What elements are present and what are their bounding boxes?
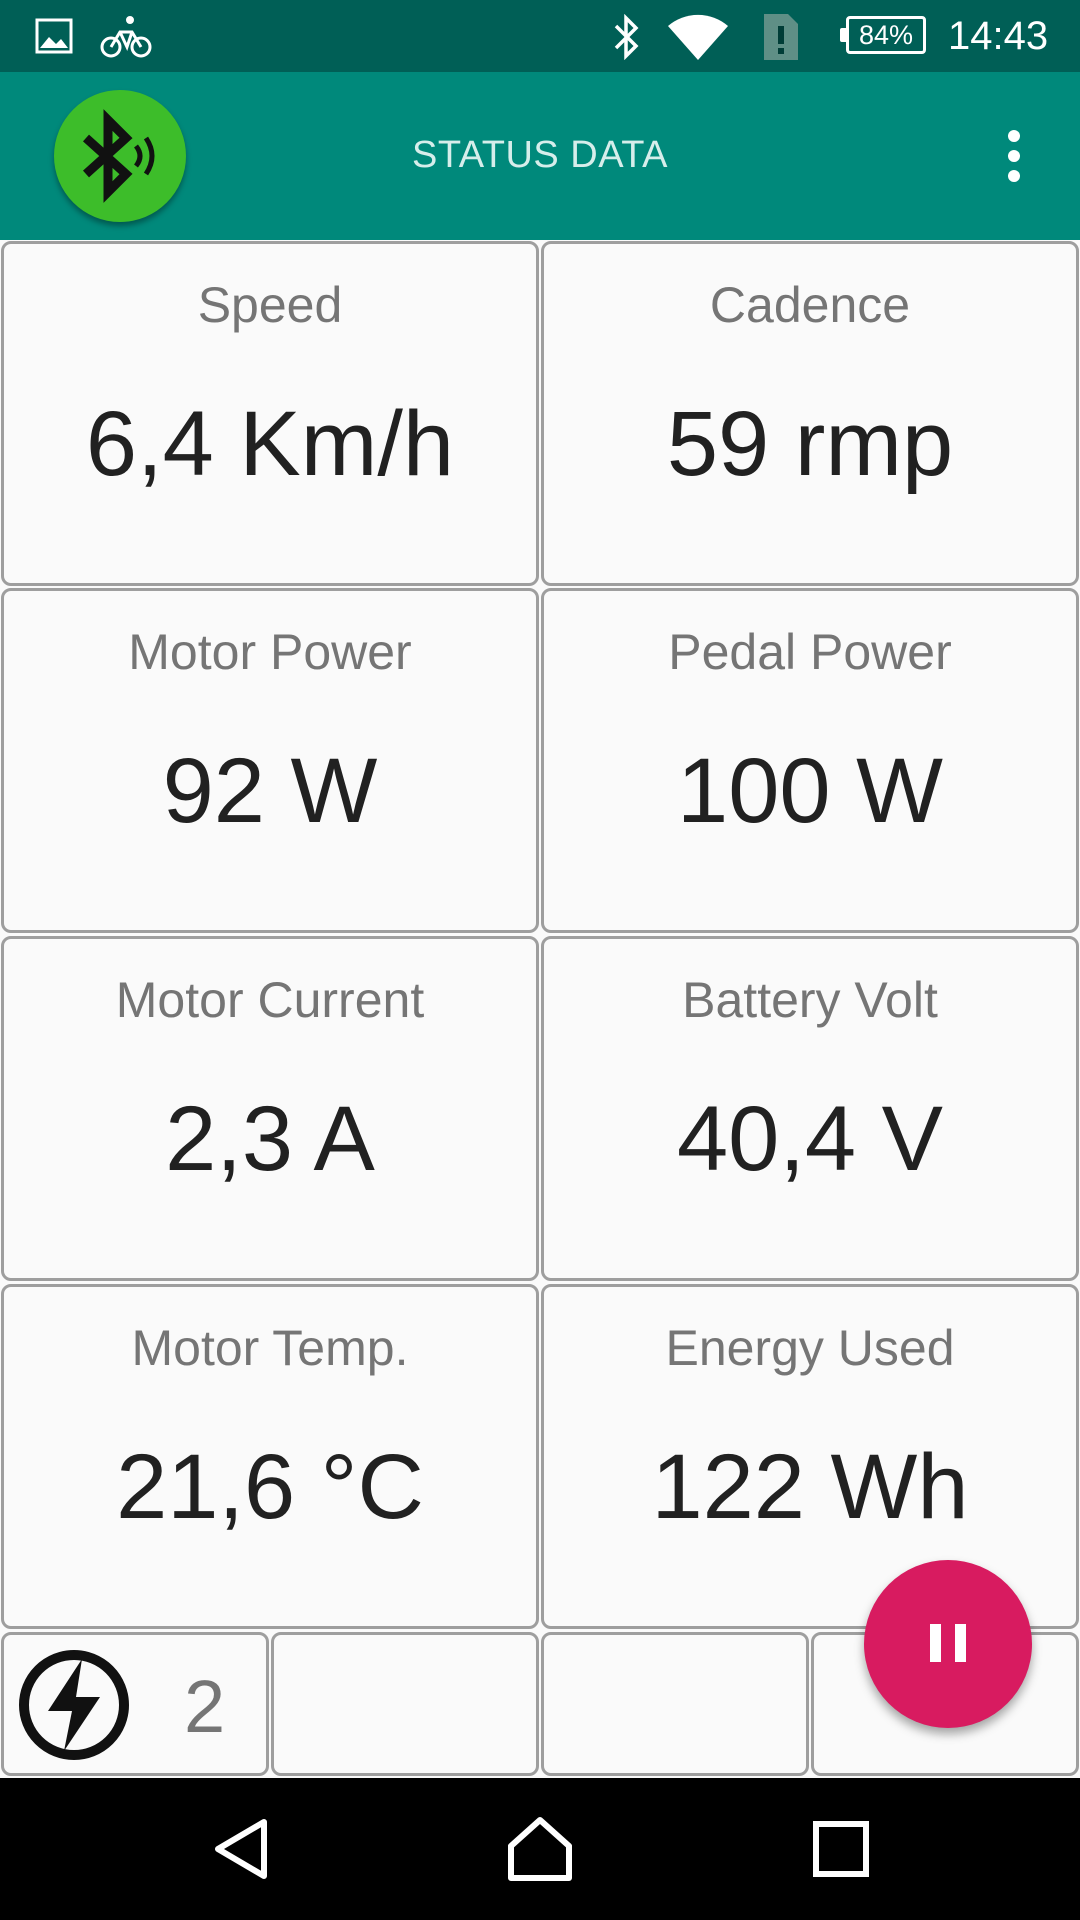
empty-cell[interactable] bbox=[271, 1632, 539, 1776]
bicycle-icon bbox=[100, 16, 152, 58]
back-icon[interactable] bbox=[206, 1814, 276, 1884]
motor-power-card[interactable]: Motor Power 92 W bbox=[1, 588, 539, 933]
metric-label: Cadence bbox=[709, 277, 911, 333]
metric-label: Battery Volt bbox=[682, 972, 938, 1028]
metric-value: 6,4 Km/h bbox=[85, 393, 455, 495]
pause-button[interactable] bbox=[864, 1560, 1032, 1728]
metric-label: Pedal Power bbox=[668, 624, 952, 680]
metric-value: 92 W bbox=[162, 740, 378, 842]
navigation-bar bbox=[0, 1778, 1080, 1920]
recents-icon[interactable] bbox=[806, 1814, 876, 1884]
metric-value: 2,3 A bbox=[165, 1088, 375, 1190]
image-icon bbox=[35, 18, 73, 54]
motor-current-card[interactable]: Motor Current 2,3 A bbox=[1, 936, 539, 1281]
bolt-circle-icon bbox=[19, 1650, 129, 1760]
metric-label: Motor Temp. bbox=[131, 1320, 409, 1376]
assist-level-cell[interactable]: 2 bbox=[1, 1632, 269, 1776]
battery-volt-card[interactable]: Battery Volt 40,4 V bbox=[541, 936, 1079, 1281]
metric-label: Speed bbox=[197, 277, 343, 333]
bluetooth-connect-button[interactable] bbox=[54, 90, 186, 222]
cadence-card[interactable]: Cadence 59 rmp bbox=[541, 241, 1079, 586]
sim-alert-icon bbox=[764, 14, 798, 60]
metric-value: 21,6 °C bbox=[116, 1436, 424, 1538]
motor-temp-card[interactable]: Motor Temp. 21,6 °C bbox=[1, 1284, 539, 1629]
metric-value: 100 W bbox=[677, 740, 943, 842]
more-options-icon[interactable] bbox=[992, 124, 1036, 188]
metric-label: Motor Power bbox=[128, 624, 412, 680]
empty-cell[interactable] bbox=[541, 1632, 809, 1776]
speed-card[interactable]: Speed 6,4 Km/h bbox=[1, 241, 539, 586]
assist-level-value: 2 bbox=[184, 1665, 226, 1748]
pedal-power-card[interactable]: Pedal Power 100 W bbox=[541, 588, 1079, 933]
metric-label: Motor Current bbox=[115, 972, 425, 1028]
metric-label: Energy Used bbox=[665, 1320, 955, 1376]
battery-indicator: 84% bbox=[840, 16, 926, 54]
metrics-grid: Speed 6,4 Km/h Cadence 59 rmp Motor Powe… bbox=[0, 240, 1080, 1778]
metric-value: 59 rmp bbox=[666, 393, 954, 495]
bluetooth-icon bbox=[614, 14, 639, 60]
metric-value: 122 Wh bbox=[651, 1436, 969, 1538]
bluetooth-connected-icon bbox=[82, 109, 155, 203]
page-title: STATUS DATA bbox=[411, 134, 669, 176]
clock: 14:43 bbox=[948, 14, 1049, 58]
metric-value: 40,4 V bbox=[677, 1088, 943, 1190]
status-bar: 84% 14:43 bbox=[0, 0, 1080, 72]
wifi-icon bbox=[668, 14, 728, 60]
app-bar: STATUS DATA bbox=[0, 72, 1080, 240]
home-icon[interactable] bbox=[505, 1814, 575, 1884]
